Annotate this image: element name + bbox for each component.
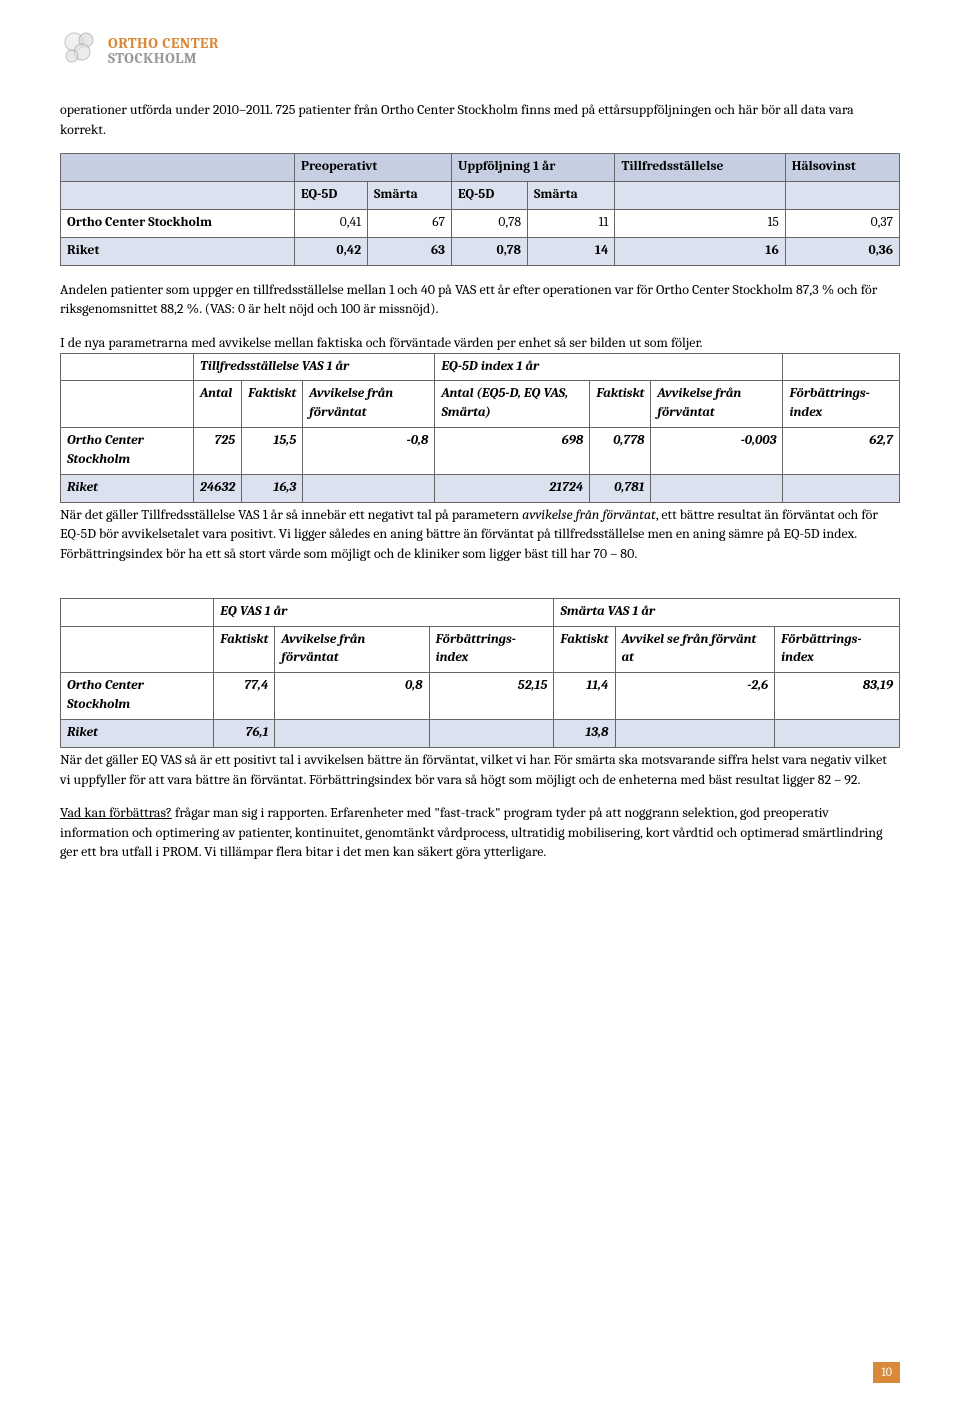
logo-icon: [60, 30, 102, 72]
th-eq5d-1: EQ-5D: [294, 182, 367, 210]
th-eq5d-2: EQ-5D: [451, 182, 527, 210]
paragraph-6: Vad kan förbättras? frågar man sig i rap…: [60, 803, 900, 862]
th-eqvas: EQ VAS 1 år: [214, 598, 554, 626]
page-number: 10: [873, 1362, 900, 1383]
table-row: Ortho Center Stockholm 77,4 0,8 52,15 11…: [61, 673, 900, 720]
th-eq5d-index: EQ-5D index 1 år: [435, 353, 783, 381]
table-eqvas-smarta: EQ VAS 1 år Smärta VAS 1 år Faktiskt Avv…: [60, 598, 900, 748]
paragraph-2: Andelen patienter som uppger en tillfred…: [60, 280, 900, 319]
th-avv2: Avvikel se från förvänt at: [615, 626, 775, 673]
table-row: Riket 76,1 13,8: [61, 720, 900, 748]
paragraph-4: När det gäller Tillfredsställelse VAS 1 …: [60, 505, 900, 564]
table-row: Ortho Center Stockholm 0,41 67 0,78 11 1…: [61, 209, 900, 237]
th-antal: Antal: [193, 381, 241, 428]
th-uppf: Uppföljning 1 år: [451, 154, 614, 182]
th-avvikelse2: Avvikelse från förväntat: [651, 381, 783, 428]
table-preop-followup: Preoperativt Uppföljning 1 år Tillfredss…: [60, 153, 900, 266]
th-faktiskt: Faktiskt: [242, 381, 303, 428]
table-row: Riket 0,42 63 0,78 14 16 0,36: [61, 237, 900, 265]
paragraph-3: I de nya parametrarna med avvikelse mell…: [60, 333, 900, 353]
th-smarta-1: Smärta: [368, 182, 452, 210]
th-avv: Avvikelse från förväntat: [275, 626, 429, 673]
th-faktiskt2: Faktiskt: [554, 626, 615, 673]
th-avvikelse: Avvikelse från förväntat: [303, 381, 435, 428]
th-tillf: Tillfredsställelse: [615, 154, 785, 182]
th-faktiskt: Faktiskt: [214, 626, 275, 673]
th-tillf-vas: Tillfredsställelse VAS 1 år: [193, 353, 434, 381]
th-smarta-vas: Smärta VAS 1 år: [554, 598, 900, 626]
paragraph-5: När det gäller EQ VAS så är ett positivt…: [60, 750, 900, 789]
th-forb: Förbättrings-index: [429, 626, 554, 673]
th-smarta-2: Smärta: [528, 182, 615, 210]
table-tillfreds-eq5d: Tillfredsställelse VAS 1 år EQ-5D index …: [60, 353, 900, 503]
th-forb2: Förbättrings-index: [775, 626, 900, 673]
table-row: Ortho Center Stockholm 725 15,5 -0,8 698…: [61, 428, 900, 475]
th-forb: Förbättrings-index: [783, 381, 900, 428]
logo-text-line2: STOCKHOLM: [108, 51, 219, 66]
th-faktiskt2: Faktiskt: [590, 381, 651, 428]
logo: ORTHO CENTER STOCKHOLM: [60, 30, 900, 72]
intro-paragraph: operationer utförda under 2010–2011. 725…: [60, 100, 900, 139]
th-antal-eq: Antal (EQ5-D, EQ VAS, Smärta): [435, 381, 590, 428]
table-row: Riket 24632 16,3 21724 0,781: [61, 474, 900, 502]
th-preop: Preoperativt: [294, 154, 451, 182]
th-halso: Hälsovinst: [785, 154, 899, 182]
